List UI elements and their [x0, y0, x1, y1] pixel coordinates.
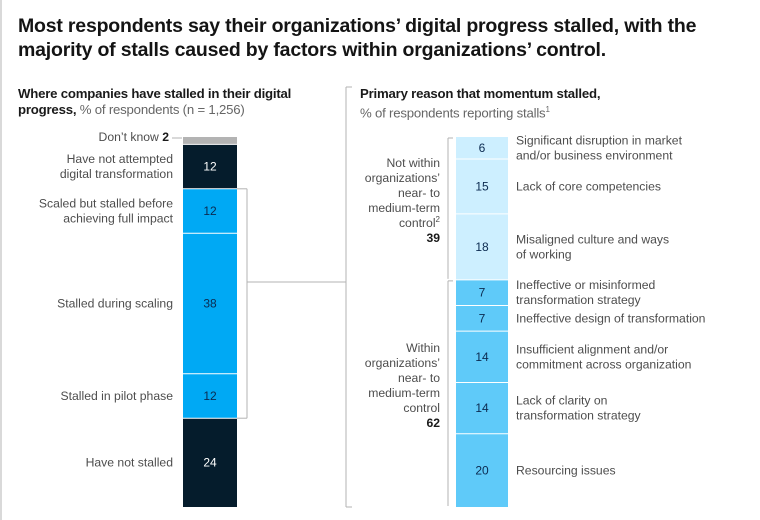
reason-label: transformation strategy [516, 293, 642, 307]
bar-segment-have-not-stalled [183, 418, 237, 507]
segment-label: Don’t know 2 [99, 130, 170, 144]
segment-value: 24 [203, 456, 217, 470]
reason-value: 15 [475, 179, 489, 193]
group-label: medium-term [368, 386, 440, 400]
segment-value: 12 [203, 160, 217, 174]
reason-label: commitment across organization [516, 357, 691, 371]
group-total: 62 [426, 416, 440, 430]
reason-label: Lack of core competencies [516, 179, 661, 193]
reason-bar-segment [456, 331, 508, 383]
reason-label: Insufficient alignment and/or [516, 342, 668, 356]
segment-label: Have not attempted [67, 152, 173, 166]
segment-label: Stalled during scaling [57, 297, 173, 311]
right-chart-subtitle-bold: Primary reason that momentum stalled, [360, 86, 601, 101]
group-label: organizations’ [365, 171, 440, 185]
left-chart-subtitle: Where companies have stalled in their di… [18, 86, 348, 118]
bar-segment-stalled-during-scaling [183, 233, 237, 374]
reason-label: transformation strategy [516, 409, 642, 423]
segment-label: achieving full impact [63, 212, 173, 226]
reason-value: 18 [475, 240, 489, 254]
segment-label: Stalled in pilot phase [61, 389, 174, 403]
reason-label: Ineffective design of transformation [516, 311, 705, 325]
reason-bar-segment [456, 305, 508, 332]
group-label: near- to [398, 371, 440, 385]
group-label: organizations’ [365, 356, 440, 370]
segment-label: digital transformation [60, 167, 173, 181]
reason-bar-segment [456, 382, 508, 434]
reason-bar-segment [456, 213, 508, 280]
reason-value: 14 [475, 401, 489, 415]
segment-label: Scaled but stalled before [39, 197, 173, 211]
bar-segment-don-t-know [183, 137, 237, 145]
group-label: near- to [398, 186, 440, 200]
bar-segment-scaled-but-stalled-before-achieving-full-impact [183, 188, 237, 234]
reason-bar-segment [456, 158, 508, 214]
reason-value: 14 [475, 350, 489, 364]
left-chart-subtitle-bold: Where companies have stalled in their di… [18, 86, 292, 117]
reason-value: 20 [475, 463, 489, 477]
reason-label: Misaligned culture and ways [516, 232, 669, 246]
segment-label: Have not stalled [86, 456, 173, 470]
group-footnote: 2 [436, 215, 441, 224]
reason-value: 7 [479, 311, 486, 325]
group-label: Within [406, 341, 440, 355]
frame-border [0, 0, 2, 520]
segment-value: 12 [203, 204, 217, 218]
chart-title: Most respondents say their organizations… [18, 15, 697, 61]
bar-segment-have-not-attempted-digital-transformation [183, 144, 237, 189]
reason-bar-segment [456, 433, 508, 507]
bar-segment-stalled-in-pilot-phase [183, 373, 237, 419]
reason-bar-segment [456, 279, 508, 306]
segment-value: 38 [203, 297, 217, 311]
segment-value: 2 [162, 130, 169, 144]
reason-label: of working [516, 247, 572, 261]
group-total: 39 [426, 231, 440, 245]
reason-label: Ineffective or misinformed [516, 278, 655, 292]
group-label: medium-term [368, 201, 440, 215]
group-label: control [403, 401, 440, 415]
reason-label: Significant disruption in market [516, 133, 683, 147]
reason-bar-segment [456, 137, 508, 159]
right-chart-subtitle: Primary reason that momentum stalled, % … [360, 86, 690, 121]
group-label: control2 [399, 215, 441, 230]
reason-label: Resourcing issues [516, 463, 616, 477]
reason-label: and/or business environment [516, 148, 673, 162]
reason-label: Lack of clarity on [516, 394, 607, 408]
left-chart-subtitle-unit: % of respondents (n = 1,256) [79, 102, 245, 117]
right-chart-subtitle-footnote: 1 [545, 105, 550, 114]
reason-value: 7 [479, 286, 486, 300]
segment-value: 12 [203, 389, 217, 403]
right-chart-subtitle-unit: % of respondents reporting stalls [360, 105, 546, 121]
group-label: Not within [386, 156, 440, 170]
reason-value: 6 [479, 141, 486, 155]
